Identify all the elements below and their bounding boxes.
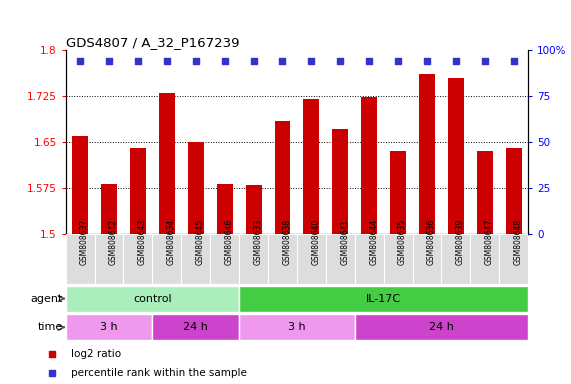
Bar: [448, 78, 464, 234]
Point: [47, 351, 57, 357]
Bar: [268, 234, 297, 284]
Point: [249, 58, 258, 64]
Bar: [246, 185, 262, 234]
Text: 3 h: 3 h: [100, 322, 118, 333]
Bar: [188, 142, 204, 234]
Point: [134, 58, 143, 64]
Text: GSM808638: GSM808638: [283, 218, 291, 265]
Text: 24 h: 24 h: [183, 322, 208, 333]
Bar: [239, 286, 528, 311]
Bar: [66, 234, 95, 284]
Point: [480, 58, 489, 64]
Text: 24 h: 24 h: [429, 322, 454, 333]
Text: GSM808641: GSM808641: [340, 218, 349, 265]
Text: GSM808633: GSM808633: [254, 218, 263, 265]
Bar: [499, 234, 528, 284]
Bar: [123, 234, 152, 284]
Text: GSM808636: GSM808636: [427, 218, 436, 265]
Bar: [239, 234, 268, 284]
Point: [75, 58, 85, 64]
Text: GSM808639: GSM808639: [456, 218, 465, 265]
Text: GSM808647: GSM808647: [485, 218, 494, 265]
Text: GSM808642: GSM808642: [109, 218, 118, 265]
Point: [162, 58, 171, 64]
Point: [47, 370, 57, 376]
Bar: [384, 234, 413, 284]
Bar: [506, 147, 522, 234]
Point: [423, 58, 432, 64]
Text: time: time: [38, 322, 63, 333]
Bar: [361, 97, 377, 234]
Bar: [413, 234, 441, 284]
Bar: [101, 184, 117, 234]
Text: IL-17C: IL-17C: [366, 293, 401, 304]
Bar: [419, 74, 435, 234]
Point: [509, 58, 518, 64]
Point: [104, 58, 114, 64]
Point: [220, 58, 229, 64]
Text: percentile rank within the sample: percentile rank within the sample: [71, 368, 247, 378]
Text: GSM808645: GSM808645: [196, 218, 205, 265]
Bar: [217, 184, 232, 234]
Point: [393, 58, 403, 64]
Bar: [390, 151, 406, 234]
Point: [365, 58, 374, 64]
Text: control: control: [133, 293, 172, 304]
Bar: [95, 234, 123, 284]
Bar: [159, 93, 175, 234]
Bar: [441, 234, 471, 284]
Bar: [275, 121, 291, 234]
Bar: [182, 234, 210, 284]
Point: [278, 58, 287, 64]
Bar: [239, 314, 355, 340]
Text: log2 ratio: log2 ratio: [71, 349, 122, 359]
Text: GSM808637: GSM808637: [80, 218, 89, 265]
Bar: [326, 234, 355, 284]
Bar: [477, 151, 493, 234]
Text: GSM808634: GSM808634: [167, 218, 176, 265]
Text: GDS4807 / A_32_P167239: GDS4807 / A_32_P167239: [66, 36, 239, 49]
Bar: [297, 234, 326, 284]
Bar: [355, 234, 384, 284]
Bar: [355, 314, 528, 340]
Bar: [303, 99, 319, 234]
Point: [191, 58, 200, 64]
Text: GSM808635: GSM808635: [398, 218, 407, 265]
Bar: [152, 314, 239, 340]
Bar: [471, 234, 499, 284]
Bar: [66, 314, 152, 340]
Text: GSM808640: GSM808640: [311, 218, 320, 265]
Point: [336, 58, 345, 64]
Bar: [72, 136, 88, 234]
Text: 3 h: 3 h: [288, 322, 305, 333]
Bar: [210, 234, 239, 284]
Point: [307, 58, 316, 64]
Bar: [66, 286, 239, 311]
Text: GSM808644: GSM808644: [369, 218, 378, 265]
Bar: [332, 129, 348, 234]
Text: agent: agent: [30, 293, 63, 304]
Text: GSM808646: GSM808646: [224, 218, 234, 265]
Text: GSM808648: GSM808648: [514, 218, 522, 265]
Bar: [130, 147, 146, 234]
Bar: [152, 234, 182, 284]
Text: GSM808643: GSM808643: [138, 218, 147, 265]
Point: [451, 58, 460, 64]
